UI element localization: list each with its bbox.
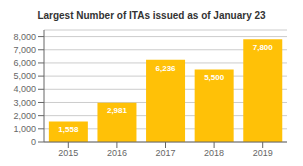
- svg-text:1,000: 1,000: [13, 124, 36, 134]
- svg-text:1,558: 1,558: [58, 125, 79, 134]
- svg-text:5,500: 5,500: [204, 73, 225, 82]
- html-text:Largest Number of ITAs issued: Largest Number of ITAs issued as of Janu…: [37, 10, 266, 21]
- svg-text:2,981: 2,981: [107, 106, 128, 115]
- svg-text:2,000: 2,000: [13, 111, 36, 121]
- svg-text:3,000: 3,000: [13, 98, 36, 108]
- svg-text:8,000: 8,000: [13, 32, 36, 42]
- svg-text:7,000: 7,000: [13, 45, 36, 55]
- svg-text:6,000: 6,000: [13, 58, 36, 68]
- svg-text:2019: 2019: [253, 148, 273, 158]
- svg-text:5,000: 5,000: [13, 71, 36, 81]
- svg-text:7,800: 7,800: [253, 43, 274, 52]
- svg-text:2017: 2017: [155, 148, 175, 158]
- svg-text:2016: 2016: [107, 148, 127, 158]
- svg-text:4,000: 4,000: [13, 84, 36, 94]
- svg-text:2015: 2015: [58, 148, 78, 158]
- svg-text:0: 0: [31, 137, 36, 147]
- svg-text:6,236: 6,236: [156, 64, 177, 73]
- svg-text:2018: 2018: [204, 148, 224, 158]
